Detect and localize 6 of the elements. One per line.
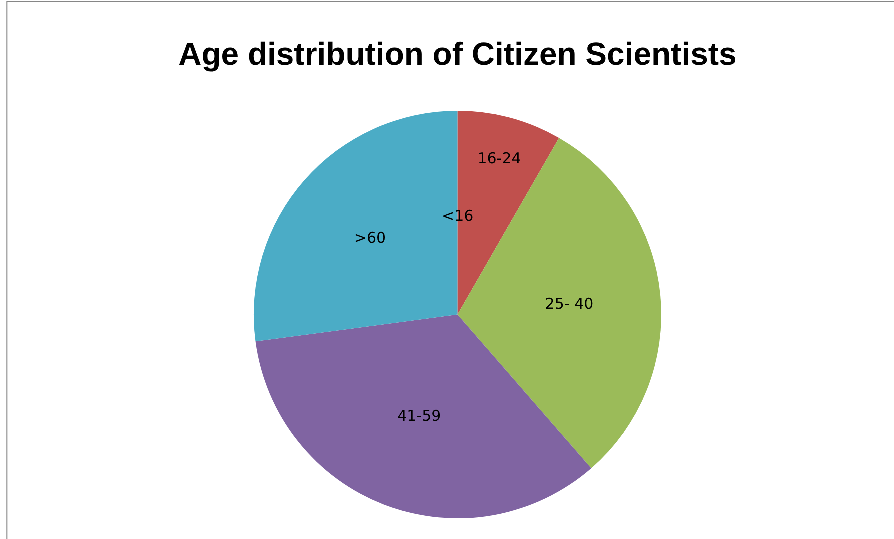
slice-label: 16-24 [478,149,522,168]
pie-slice [256,314,592,518]
slice-label: 41-59 [398,407,442,426]
slice-label: >60 [354,229,386,248]
slice-label: 25- 40 [545,294,594,313]
chart-title: Age distribution of Citizen Scientists [178,36,737,72]
